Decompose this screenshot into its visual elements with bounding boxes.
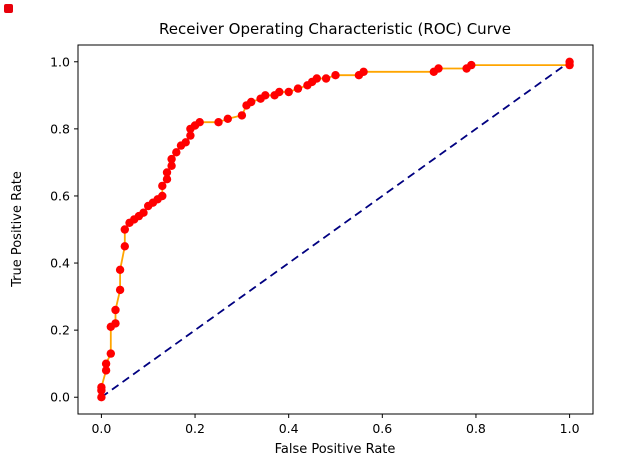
roc-curve-marker	[167, 161, 176, 170]
roc-curve-marker	[275, 87, 284, 97]
y-tick-label: 0.4	[50, 256, 70, 271]
roc-curve-marker	[284, 87, 293, 97]
roc-curve-marker	[115, 265, 125, 274]
roc-curve-marker	[120, 225, 129, 234]
roc-curve-marker	[139, 208, 148, 217]
roc-curve-marker	[162, 175, 172, 184]
roc-curve-marker	[162, 168, 172, 177]
roc-curve-marker	[565, 57, 574, 66]
y-axis-label: True Positive Rate	[10, 171, 25, 288]
roc-curve-marker	[223, 114, 232, 124]
roc-curve-marker	[293, 84, 303, 93]
x-tick-label: 0.6	[372, 421, 392, 436]
roc-curve-marker	[111, 319, 120, 328]
roc-curve-marker	[321, 74, 331, 83]
y-tick-label: 0.2	[50, 323, 70, 338]
roc-curve-marker	[247, 97, 256, 107]
x-tick-label: 0.2	[185, 421, 205, 436]
roc-curve-marker	[97, 393, 106, 402]
roc-curve-marker	[195, 118, 204, 127]
roc-curve-marker	[167, 154, 176, 164]
x-axis-label: False Positive Rate	[275, 442, 396, 457]
axes-spines	[77, 44, 594, 415]
chance-diagonal-line	[100, 61, 571, 398]
y-tick-label: 0.8	[50, 121, 70, 136]
roc-curve-marker	[434, 64, 443, 73]
y-tick-label: 1.0	[50, 54, 70, 69]
roc-curve-marker	[312, 74, 321, 83]
roc-curve-marker	[181, 138, 190, 147]
roc-curve-marker	[106, 349, 116, 358]
chart-title: Receiver Operating Characteristic (ROC) …	[159, 20, 511, 38]
x-tick-label: 0.4	[279, 421, 299, 436]
y-tick-label: 0.6	[50, 188, 70, 203]
roc-curve-marker	[101, 359, 111, 368]
roc-curve-marker	[158, 191, 167, 201]
roc-curve-marker	[467, 60, 476, 70]
roc-curve-marker	[172, 148, 181, 157]
x-tick-label: 1.0	[560, 421, 580, 436]
plot-area: 0.0 0.2 0.4 0.6 0.8 1.0 0.0 0.2 0.4 0.6 0.8 1.0	[50, 54, 579, 436]
roc-curve-marker	[214, 118, 223, 127]
roc-curve-marker	[261, 91, 270, 100]
red-corner-marker	[4, 4, 13, 13]
roc-curve-marker	[158, 181, 167, 191]
roc-curve-marker	[111, 305, 120, 315]
roc-curve-marker	[237, 111, 247, 120]
roc-curve-marker	[186, 131, 195, 140]
roc-curve-marker	[120, 242, 129, 251]
x-tick-label: 0.8	[466, 421, 486, 436]
roc-curve-marker	[97, 383, 106, 392]
roc-curve-marker	[101, 366, 111, 375]
y-tick-label: 0.0	[50, 390, 70, 405]
roc-curve-marker	[331, 71, 340, 80]
roc-curve-marker	[359, 67, 368, 77]
roc-curve-marker	[115, 285, 125, 295]
x-tick-label: 0.0	[91, 421, 111, 436]
